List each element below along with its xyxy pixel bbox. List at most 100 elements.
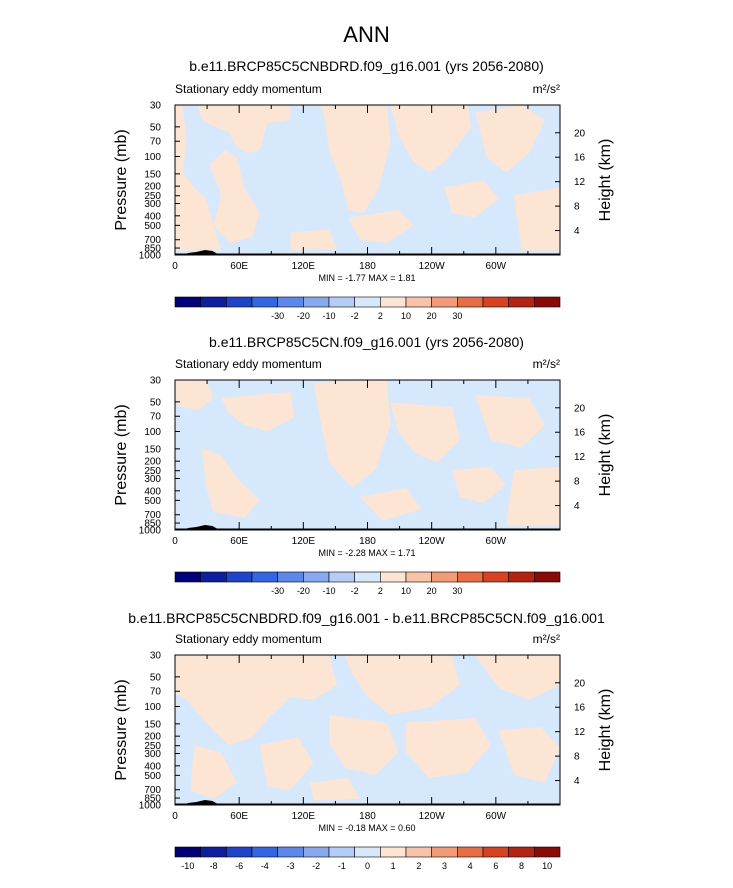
pressure-tick-label: 850 bbox=[144, 519, 161, 530]
surface-line bbox=[175, 253, 560, 255]
positive-region bbox=[175, 105, 222, 251]
colorbar-label: -10 bbox=[322, 311, 335, 321]
surface-line bbox=[175, 803, 560, 805]
colorbar-cell bbox=[457, 571, 484, 583]
colorbar-cell bbox=[251, 846, 278, 858]
colorbar-cell bbox=[277, 571, 304, 583]
pressure-tick-label: 100 bbox=[144, 427, 161, 438]
colorbar-cell bbox=[200, 846, 227, 858]
colorbar-label: 10 bbox=[401, 311, 411, 321]
colorbar-label: 6 bbox=[493, 861, 498, 871]
positive-region bbox=[513, 187, 560, 251]
colorbar-cell bbox=[303, 846, 330, 858]
pressure-tick-label: 400 bbox=[144, 761, 161, 772]
colorbar-cell bbox=[354, 846, 381, 858]
pressure-tick-label: 250 bbox=[144, 191, 161, 202]
negative-region bbox=[175, 655, 560, 805]
figure-title: ANN bbox=[343, 22, 390, 47]
ylabel-left: Pressure (mb) bbox=[113, 679, 130, 780]
colorbar-label: -10 bbox=[322, 586, 335, 596]
colorbar-cell bbox=[380, 571, 407, 583]
plot-frame bbox=[174, 104, 561, 256]
lon-tick-label: 60E bbox=[230, 261, 248, 272]
variable-label: Stationary eddy momentum bbox=[175, 357, 322, 371]
pressure-tick-label: 250 bbox=[144, 466, 161, 477]
pressure-tick-label: 100 bbox=[144, 702, 161, 713]
colorbar-cell bbox=[534, 846, 561, 858]
positive-region bbox=[348, 210, 414, 243]
positive-region bbox=[390, 105, 472, 173]
colorbar-cell bbox=[328, 846, 355, 858]
ylabel-right: Height (km) bbox=[597, 689, 614, 772]
pressure-tick-label: 30 bbox=[150, 651, 162, 662]
colorbar-cell bbox=[174, 296, 201, 308]
lon-tick-label: 0 bbox=[172, 536, 178, 547]
positive-region bbox=[201, 447, 260, 518]
positive-region bbox=[309, 778, 360, 801]
colorbar-label: 30 bbox=[452, 586, 462, 596]
positive-region bbox=[359, 488, 422, 521]
pressure-tick-label: 150 bbox=[144, 444, 161, 455]
height-tick-label: 8 bbox=[574, 752, 580, 763]
colorbar-cell bbox=[482, 296, 509, 308]
lon-tick-label: 180 bbox=[359, 261, 376, 272]
variable-label: Stationary eddy momentum bbox=[175, 632, 322, 646]
min-max-label: MIN = -0.18 MAX = 0.60 bbox=[318, 823, 415, 833]
positive-region bbox=[175, 380, 214, 410]
pressure-tick-label: 400 bbox=[144, 486, 161, 497]
colorbar-label: -3 bbox=[286, 861, 294, 871]
positive-region bbox=[506, 467, 560, 526]
pressure-tick-label: 100 bbox=[144, 152, 161, 163]
positive-region bbox=[444, 180, 499, 218]
lon-tick-label: 120W bbox=[419, 536, 446, 547]
positive-region bbox=[344, 655, 460, 715]
colorbar-cell bbox=[226, 571, 253, 583]
height-tick-label: 12 bbox=[574, 727, 586, 738]
lon-tick-label: 0 bbox=[172, 261, 178, 272]
colorbar-cell bbox=[405, 846, 432, 858]
pressure-tick-label: 70 bbox=[150, 137, 162, 148]
height-tick-label: 16 bbox=[574, 428, 586, 439]
pressure-tick-label: 850 bbox=[144, 794, 161, 805]
positive-region bbox=[498, 727, 560, 783]
pressure-tick-label: 70 bbox=[150, 412, 162, 423]
ylabel-left: Pressure (mb) bbox=[113, 404, 130, 505]
height-tick-label: 12 bbox=[574, 452, 586, 463]
colorbar-label: 20 bbox=[427, 311, 437, 321]
height-tick-label: 8 bbox=[574, 202, 580, 213]
colorbar-label: 2 bbox=[378, 311, 383, 321]
pressure-tick-label: 1000 bbox=[139, 526, 162, 537]
colorbar-label: 20 bbox=[427, 586, 437, 596]
plot-frame bbox=[174, 379, 561, 531]
colorbar-label: -8 bbox=[209, 861, 217, 871]
positive-region bbox=[313, 380, 391, 488]
colorbar-cell bbox=[226, 846, 253, 858]
pressure-tick-label: 300 bbox=[144, 199, 161, 210]
colorbar-cell bbox=[457, 846, 484, 858]
min-max-label: MIN = -1.77 MAX = 1.81 bbox=[318, 273, 415, 283]
colorbar-label: -30 bbox=[271, 586, 284, 596]
colorbar-label: 30 bbox=[452, 311, 462, 321]
colorbar-cell bbox=[431, 846, 458, 858]
positive-region bbox=[475, 655, 560, 700]
colorbar-cell bbox=[508, 296, 535, 308]
colorbar-label: 10 bbox=[542, 861, 552, 871]
pressure-tick-label: 500 bbox=[144, 496, 161, 507]
colorbar-cell bbox=[200, 296, 227, 308]
height-tick-label: 4 bbox=[574, 776, 580, 787]
pressure-tick-label: 200 bbox=[144, 457, 161, 468]
colorbar-cell bbox=[277, 846, 304, 858]
colorbar-label: -2 bbox=[351, 311, 359, 321]
colorbar-cell bbox=[482, 571, 509, 583]
lon-tick-label: 120E bbox=[292, 261, 316, 272]
pressure-tick-label: 700 bbox=[144, 785, 161, 796]
pressure-tick-label: 1000 bbox=[139, 251, 162, 262]
colorbar-cell bbox=[354, 571, 381, 583]
positive-region bbox=[198, 105, 291, 153]
height-tick-label: 20 bbox=[574, 128, 586, 139]
plot-frame bbox=[174, 654, 561, 806]
units-label: m²/s² bbox=[533, 632, 560, 646]
positive-region bbox=[475, 105, 545, 173]
